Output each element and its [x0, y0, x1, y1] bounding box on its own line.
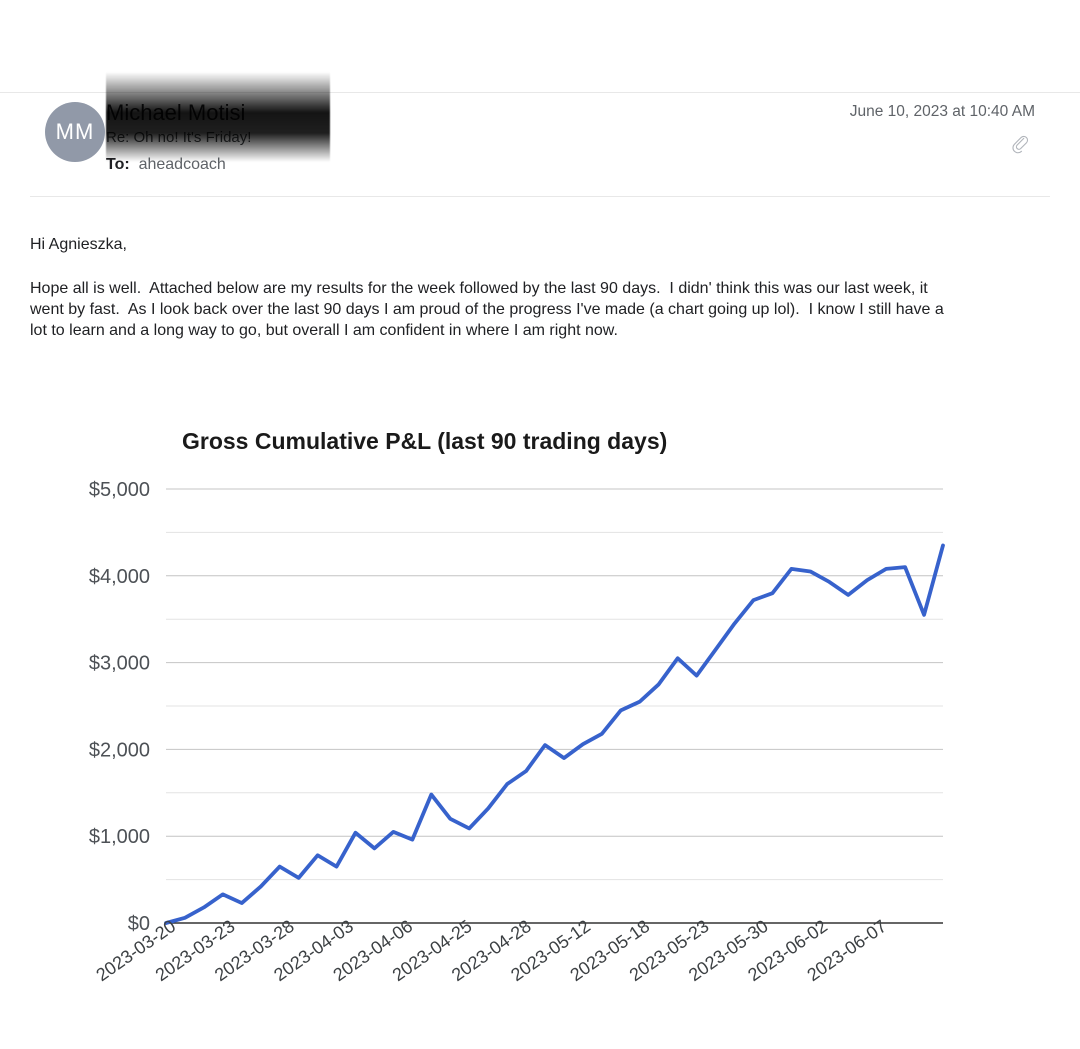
svg-text:$3,000: $3,000 [89, 653, 150, 675]
svg-text:$1,000: $1,000 [89, 826, 150, 848]
svg-text:$5,000: $5,000 [89, 479, 150, 501]
svg-text:$4,000: $4,000 [89, 566, 150, 588]
svg-text:$2,000: $2,000 [89, 739, 150, 761]
